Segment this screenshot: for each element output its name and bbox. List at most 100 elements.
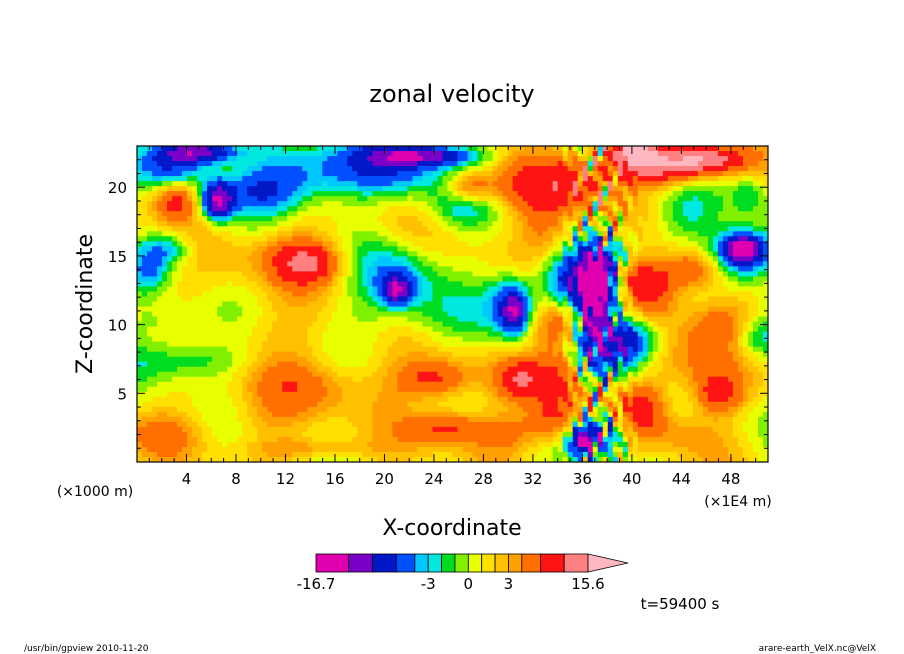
field-cell bbox=[737, 181, 754, 187]
field-cell bbox=[642, 351, 649, 358]
field-cell bbox=[387, 296, 394, 303]
field-cell bbox=[392, 291, 399, 298]
field-cell bbox=[602, 436, 609, 443]
field-cell bbox=[747, 386, 759, 393]
field-cell bbox=[577, 391, 584, 398]
field-cell bbox=[737, 331, 744, 338]
field-cell bbox=[297, 186, 308, 192]
field-cell bbox=[667, 286, 679, 293]
field-cell bbox=[667, 246, 699, 252]
field-cell bbox=[632, 346, 639, 353]
plot-frame bbox=[136, 145, 769, 463]
field-cell bbox=[217, 221, 228, 227]
field-cell bbox=[517, 266, 534, 272]
field-cell bbox=[182, 196, 188, 202]
field-cell bbox=[577, 151, 584, 157]
field-cell bbox=[137, 356, 213, 363]
field-cell bbox=[602, 226, 609, 232]
field-cell bbox=[617, 201, 629, 207]
field-cell bbox=[242, 386, 248, 393]
field-cell bbox=[247, 371, 253, 378]
field-cell bbox=[497, 281, 524, 288]
field-cell bbox=[667, 271, 704, 278]
field-cell bbox=[462, 446, 519, 453]
field-cell bbox=[497, 301, 509, 308]
field-cell bbox=[497, 176, 514, 182]
field-cell bbox=[167, 201, 183, 207]
field-cell bbox=[527, 291, 534, 298]
field-cell bbox=[622, 311, 634, 318]
field-cell bbox=[727, 346, 739, 353]
field-cell bbox=[667, 401, 674, 408]
field-cell bbox=[627, 181, 634, 187]
field-cell bbox=[567, 266, 574, 272]
field-cell bbox=[602, 246, 614, 252]
field-cell bbox=[402, 416, 469, 423]
field-cell bbox=[677, 421, 734, 428]
field-cell bbox=[292, 436, 313, 443]
field-cell bbox=[267, 281, 273, 288]
field-cell bbox=[737, 311, 749, 318]
field-cell bbox=[157, 226, 173, 232]
field-cell bbox=[612, 296, 619, 303]
field-cell bbox=[632, 206, 649, 212]
field-cell bbox=[137, 436, 188, 443]
field-cell bbox=[517, 381, 529, 388]
field-cell bbox=[517, 311, 524, 318]
colorbar-tick-label: 15.6 bbox=[571, 575, 604, 593]
field-cell bbox=[242, 421, 253, 428]
field-cell bbox=[257, 391, 328, 398]
field-cell bbox=[482, 301, 494, 308]
field-cell bbox=[142, 256, 163, 262]
field-cell bbox=[652, 356, 659, 363]
field-cell bbox=[422, 291, 434, 298]
x-tick-label: 16 bbox=[325, 470, 344, 488]
field-cell bbox=[267, 356, 308, 363]
field-cell bbox=[442, 341, 524, 348]
field-cell bbox=[137, 391, 168, 398]
field-cell bbox=[612, 401, 619, 408]
field-cell bbox=[657, 146, 719, 152]
field-cell bbox=[397, 221, 424, 227]
field-cell bbox=[587, 251, 594, 257]
field-cell bbox=[292, 226, 318, 232]
field-cell bbox=[632, 266, 639, 272]
field-cell bbox=[622, 241, 634, 247]
field-cell bbox=[137, 226, 158, 232]
field-cell bbox=[622, 356, 629, 363]
field-cell bbox=[157, 186, 168, 192]
field-cell bbox=[502, 201, 509, 207]
field-cell bbox=[247, 366, 258, 373]
field-cell bbox=[202, 166, 223, 172]
field-cell bbox=[327, 406, 373, 413]
field-cell bbox=[367, 356, 383, 363]
field-cell bbox=[647, 346, 654, 353]
field-cell bbox=[487, 361, 499, 368]
field-cell bbox=[627, 401, 634, 408]
field-cell bbox=[607, 231, 614, 237]
field-cell bbox=[657, 216, 664, 222]
field-cell bbox=[367, 291, 373, 298]
field-cell bbox=[582, 416, 589, 423]
field-cell bbox=[612, 326, 619, 333]
field-cell bbox=[247, 406, 258, 413]
field-cell bbox=[457, 161, 464, 167]
field-cell bbox=[737, 336, 744, 343]
field-cell bbox=[617, 166, 624, 172]
field-cell bbox=[377, 336, 399, 343]
field-cell bbox=[582, 216, 589, 222]
field-cell bbox=[322, 236, 333, 242]
field-cell bbox=[532, 296, 544, 303]
field-cell bbox=[227, 221, 278, 227]
field-cell bbox=[322, 241, 333, 247]
field-cell bbox=[492, 296, 504, 303]
field-cell bbox=[747, 366, 759, 373]
field-cell bbox=[577, 426, 589, 433]
field-cell bbox=[282, 246, 323, 252]
field-cell bbox=[687, 396, 699, 403]
field-cell bbox=[647, 321, 654, 328]
field-cell bbox=[732, 191, 759, 197]
field-cell bbox=[552, 256, 564, 262]
field-cell bbox=[277, 291, 293, 298]
field-cell bbox=[622, 396, 629, 403]
